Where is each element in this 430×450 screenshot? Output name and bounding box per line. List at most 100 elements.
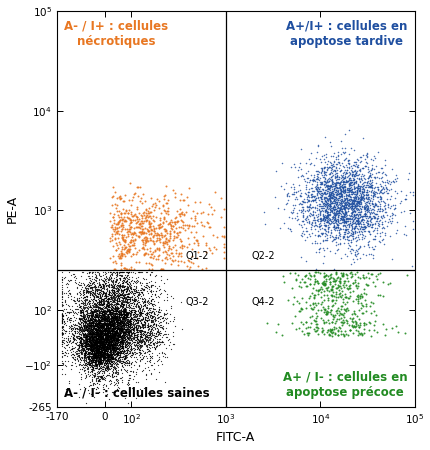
Point xyxy=(83,302,89,309)
Point xyxy=(78,308,85,315)
Point xyxy=(97,364,104,372)
Point xyxy=(128,286,135,293)
Point xyxy=(323,217,330,225)
Point xyxy=(92,346,99,353)
Point xyxy=(356,315,362,323)
Point xyxy=(382,208,389,215)
Point xyxy=(105,275,112,283)
Point xyxy=(109,231,116,238)
Point xyxy=(163,218,169,225)
Point xyxy=(78,350,85,357)
Point xyxy=(98,351,105,358)
Point xyxy=(114,307,121,315)
Point xyxy=(326,185,333,192)
Point xyxy=(133,313,140,320)
Point xyxy=(94,322,101,329)
Point xyxy=(137,329,144,336)
Point xyxy=(124,317,131,324)
Point xyxy=(114,285,120,292)
Point xyxy=(93,333,100,340)
Point xyxy=(75,294,82,302)
Point xyxy=(166,230,173,237)
Point xyxy=(95,349,102,356)
Point xyxy=(347,194,354,201)
Point xyxy=(106,346,113,353)
Point xyxy=(106,320,113,328)
Point xyxy=(106,324,113,331)
Point xyxy=(128,292,135,300)
Point xyxy=(158,322,165,329)
Point xyxy=(110,320,117,327)
Point xyxy=(97,305,104,312)
Point xyxy=(309,212,316,219)
Point xyxy=(310,300,317,307)
Point xyxy=(98,345,104,352)
Point xyxy=(109,332,116,339)
Point xyxy=(111,284,117,291)
Point xyxy=(83,333,90,340)
Point xyxy=(146,331,153,338)
Point xyxy=(90,316,97,323)
Point xyxy=(122,323,129,330)
Point xyxy=(115,345,122,352)
Point xyxy=(116,315,123,322)
Point xyxy=(120,291,126,298)
Point xyxy=(335,328,342,335)
Point xyxy=(123,298,130,306)
Point xyxy=(160,233,167,240)
Point xyxy=(113,306,120,313)
Point xyxy=(150,317,157,324)
Point xyxy=(76,320,83,327)
Point xyxy=(115,335,122,342)
Point xyxy=(103,372,110,379)
Point xyxy=(98,325,105,333)
Point xyxy=(114,343,121,351)
Point xyxy=(101,346,108,354)
Point xyxy=(58,329,65,337)
Point xyxy=(74,334,81,341)
Point xyxy=(103,345,110,352)
Point xyxy=(346,233,353,240)
Point xyxy=(176,224,183,231)
Point xyxy=(104,299,111,306)
Point xyxy=(148,312,155,319)
Point xyxy=(141,230,147,237)
Point xyxy=(108,340,115,347)
Point xyxy=(90,364,97,371)
Point xyxy=(97,308,104,315)
Point xyxy=(369,182,375,189)
Point xyxy=(117,299,124,306)
Point xyxy=(120,331,126,338)
Point xyxy=(348,202,355,209)
Point xyxy=(313,185,319,192)
Point xyxy=(349,171,356,178)
Point xyxy=(141,331,147,338)
Point xyxy=(172,214,178,221)
Point xyxy=(109,308,116,315)
Point xyxy=(85,329,92,337)
Point xyxy=(366,216,373,223)
Point xyxy=(97,322,104,329)
Point xyxy=(125,374,132,382)
Point xyxy=(369,223,376,230)
Point xyxy=(81,312,88,319)
Point xyxy=(130,338,137,346)
Point xyxy=(156,369,163,376)
Point xyxy=(117,303,124,310)
Point xyxy=(157,338,163,345)
Point xyxy=(118,302,125,309)
Point xyxy=(318,191,325,198)
Point xyxy=(62,328,69,335)
Point xyxy=(121,310,128,317)
Point xyxy=(103,302,110,310)
Point xyxy=(119,340,126,347)
Point xyxy=(86,269,93,276)
Point xyxy=(321,181,328,188)
Point xyxy=(106,341,113,348)
Point xyxy=(101,354,108,361)
Point xyxy=(365,183,372,190)
Point xyxy=(333,225,340,232)
Point xyxy=(106,347,113,354)
Point xyxy=(113,332,120,339)
Point xyxy=(331,222,338,230)
